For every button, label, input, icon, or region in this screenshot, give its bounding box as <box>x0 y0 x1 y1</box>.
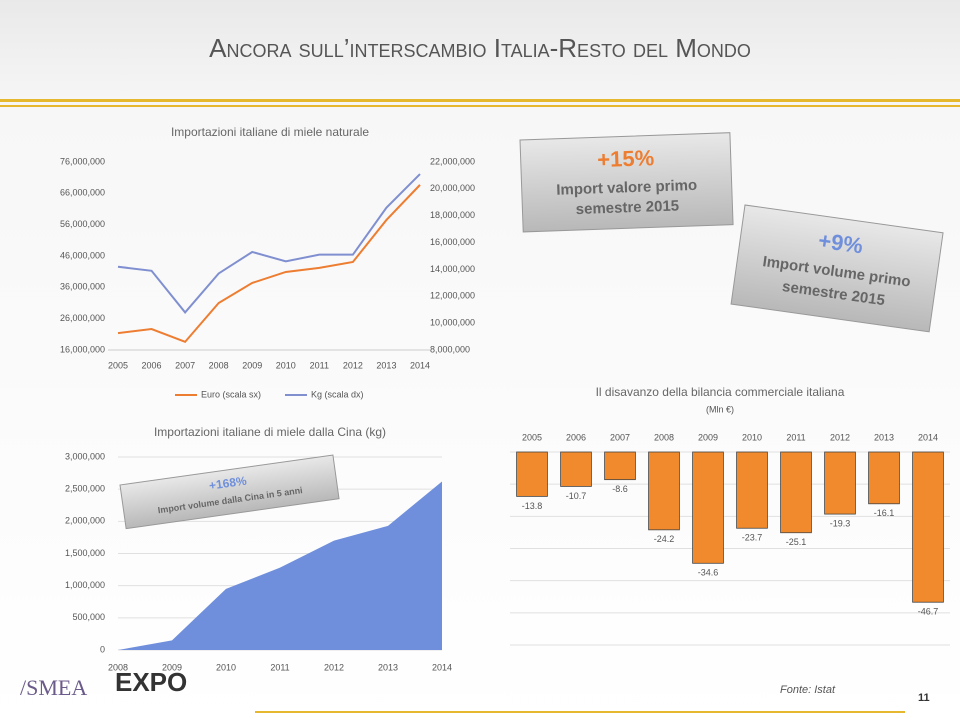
x-tick-label: 2009 <box>698 432 718 442</box>
chart-title: Il disavanzo della bilancia commerciale … <box>596 385 845 399</box>
logo: /SMEA <box>20 675 87 700</box>
data-label: -24.2 <box>654 534 675 544</box>
x-tick-label: 2014 <box>410 360 430 370</box>
y2-tick-label: 18,000,000 <box>430 210 475 220</box>
x-tick-label: 2010 <box>276 360 296 370</box>
x-tick-label: 2009 <box>242 360 262 370</box>
data-label: -23.7 <box>742 533 763 543</box>
y-tick-label: 26,000,000 <box>60 313 105 323</box>
logo: EXPO <box>115 667 187 697</box>
x-tick-label: 2010 <box>216 662 236 672</box>
legend-label: Kg (scala dx) <box>311 389 364 399</box>
x-tick-label: 2007 <box>610 432 630 442</box>
x-tick-label: 2005 <box>108 360 128 370</box>
x-tick-label: 2009 <box>162 662 182 672</box>
x-tick-label: 2005 <box>522 432 542 442</box>
y2-tick-label: 20,000,000 <box>430 183 475 193</box>
x-tick-label: 2014 <box>918 432 938 442</box>
x-tick-label: 2007 <box>175 360 195 370</box>
data-label: -34.6 <box>698 568 719 578</box>
y-tick-label: 76,000,000 <box>60 156 105 166</box>
data-label: -10.7 <box>566 491 587 501</box>
legend-label: Euro (scala sx) <box>201 389 261 399</box>
source: Fonte: Istat <box>780 684 836 696</box>
data-label: -46.7 <box>918 607 939 617</box>
chart-title: Importazioni italiane di miele dalla Cin… <box>154 425 386 439</box>
bar <box>868 451 900 505</box>
x-tick-label: 2011 <box>310 360 329 370</box>
line <box>117 173 421 314</box>
slide-title: Ancora sull’interscambio Italia-Resto de… <box>209 33 751 63</box>
y-tick-label: 0 <box>100 644 105 654</box>
y-tick-label: 36,000,000 <box>60 282 105 292</box>
x-tick-label: 2011 <box>786 432 805 442</box>
y2-tick-label: 10,000,000 <box>430 318 475 328</box>
callout: +15% Import valore primo semestre 2015 <box>519 132 734 233</box>
y2-tick-label: 12,000,000 <box>430 291 475 301</box>
callout-box <box>730 204 944 333</box>
data-label: -25.1 <box>786 537 807 547</box>
x-tick-label: 2013 <box>874 432 894 442</box>
bar <box>604 451 636 481</box>
x-tick-label: 2008 <box>654 432 674 442</box>
y2-tick-label: 8,000,000 <box>430 344 470 354</box>
y-tick-label: 16,000,000 <box>60 344 105 354</box>
y-tick-label: 66,000,000 <box>60 188 105 198</box>
annotation: +168% Import volume dalla Cina in 5 anni <box>119 454 340 530</box>
rule <box>0 99 960 102</box>
bar <box>824 451 856 515</box>
callout-value: +15% <box>597 145 655 172</box>
x-tick-label: 2014 <box>432 662 452 672</box>
y-tick-label: 56,000,000 <box>60 219 105 229</box>
y-tick-label: 2,500,000 <box>65 484 105 494</box>
y2-tick-label: 22,000,000 <box>430 156 475 166</box>
bar <box>648 451 680 531</box>
x-tick-label: 2012 <box>830 432 850 442</box>
x-tick-label: 2008 <box>209 360 229 370</box>
data-label: -13.8 <box>522 501 543 511</box>
x-tick-label: 2012 <box>324 662 344 672</box>
x-tick-label: 2006 <box>142 360 162 370</box>
callout-box <box>519 132 734 233</box>
bar <box>780 451 812 534</box>
y-tick-label: 3,000,000 <box>65 451 105 461</box>
line <box>117 184 421 344</box>
data-label: -8.6 <box>612 484 628 494</box>
x-tick-label: 2006 <box>566 432 586 442</box>
y2-tick-label: 14,000,000 <box>430 264 475 274</box>
bar <box>692 451 724 564</box>
bar <box>912 451 944 603</box>
rule <box>255 711 905 713</box>
y-tick-label: 2,000,000 <box>65 516 105 526</box>
data-label: -19.3 <box>830 518 851 528</box>
annotation-box <box>119 454 340 530</box>
x-tick-label: 2008 <box>108 662 128 672</box>
x-tick-label: 2011 <box>270 662 289 672</box>
x-tick-label: 2010 <box>742 432 762 442</box>
callout-value: +9% <box>817 228 865 259</box>
chart-title: Importazioni italiane di miele naturale <box>171 125 369 139</box>
bar <box>560 451 592 487</box>
data-label: -16.1 <box>874 508 895 518</box>
y-tick-label: 1,000,000 <box>65 580 105 590</box>
callout-text: semestre 2015 <box>575 197 679 218</box>
bar <box>736 451 768 529</box>
x-tick-label: 2013 <box>378 662 398 672</box>
y-tick-label: 500,000 <box>72 612 105 622</box>
x-tick-label: 2013 <box>376 360 396 370</box>
chart-subtitle: (Mln €) <box>706 404 734 414</box>
y-tick-label: 46,000,000 <box>60 250 105 260</box>
bar <box>516 451 548 497</box>
rule <box>0 105 960 107</box>
x-tick-label: 2012 <box>343 360 363 370</box>
area <box>118 481 442 650</box>
y-tick-label: 1,500,000 <box>65 548 105 558</box>
annotation-value: +168% <box>208 474 248 493</box>
callout: +9% Import volume primo semestre 2015 <box>730 204 944 333</box>
y2-tick-label: 16,000,000 <box>430 237 475 247</box>
callout-text: Import valore primo <box>556 177 697 199</box>
page-number: 11 <box>918 692 930 704</box>
